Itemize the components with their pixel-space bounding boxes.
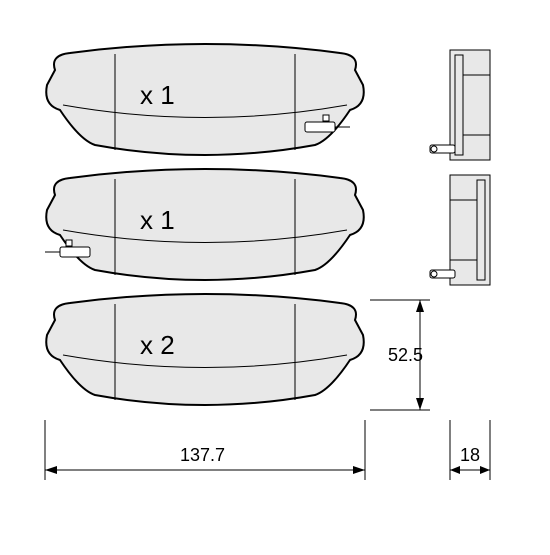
qty-label-2: x 1	[140, 205, 175, 236]
dim-height-label: 52.5	[388, 345, 423, 366]
profile-view-1	[430, 50, 490, 160]
qty-label-1: x 1	[140, 80, 175, 111]
brake-pad-3	[46, 294, 364, 405]
qty-label-3: x 2	[140, 330, 175, 361]
profile-view-2	[430, 175, 490, 285]
technical-drawing: x 1 x 1 x 2 137.7 52.5 18	[0, 0, 550, 550]
dim-depth-label: 18	[460, 445, 480, 466]
brake-pad-1	[46, 44, 364, 155]
brake-pad-2	[45, 169, 364, 280]
dim-width-label: 137.7	[180, 445, 225, 466]
